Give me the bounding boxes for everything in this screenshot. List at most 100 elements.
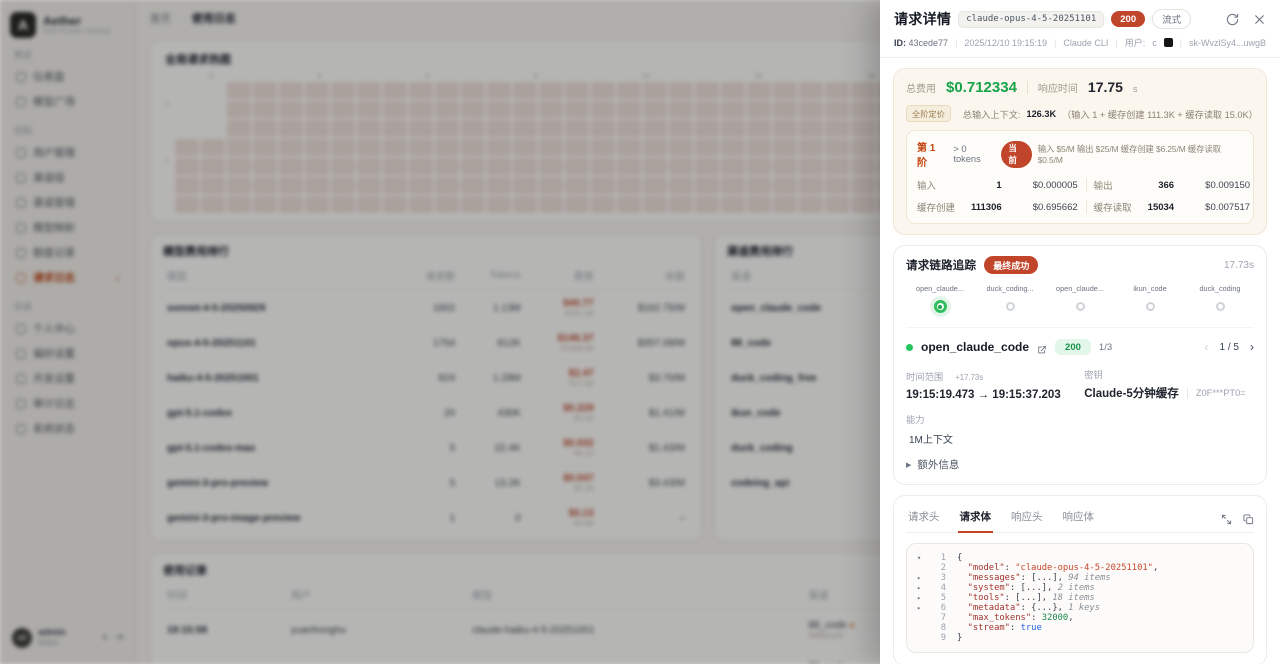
heatmap-cell [642,101,667,118]
token-count: 366 [1158,179,1175,191]
heatmap-cell [616,196,641,213]
heatmap-cell [798,139,823,156]
heatmap-cell [460,177,485,194]
table-row[interactable]: gpt-5.1-codex 20 430K $0.229 ¥1.64 $1.41/M [163,395,689,431]
extra-info-toggle[interactable]: ▶ 额外信息 [906,457,1254,472]
sidebar-item-开发设置[interactable]: 开发设置› [10,366,125,391]
channel-name-cell: open_claude_code [727,290,894,326]
close-icon[interactable] [1253,13,1266,26]
collapse-icon[interactable]: ▾ [917,554,922,562]
heatmap-cell [486,101,511,118]
brand-logo: A [10,12,36,38]
expand-icon[interactable] [1221,512,1232,524]
column-header: 渠道 [727,261,894,291]
sidebar-item-额度记录[interactable]: 额度记录› [10,240,125,265]
expand-node-icon[interactable]: ▸ [917,604,922,612]
copy-icon[interactable] [1243,512,1254,524]
sidebar-item-icon [16,423,26,434]
total-cost-value: $0.712334 [946,79,1017,96]
idle-node-icon [1145,302,1155,311]
heatmap-cell [746,120,771,137]
tab-请求头[interactable]: 请求头 [908,511,940,523]
sidebar-item-审计日志[interactable]: 审计日志› [10,391,125,416]
sidebar-item-请求日志[interactable]: 请求日志 › [10,265,125,290]
heatmap-cell [434,120,459,137]
tab-响应头[interactable]: 响应头 [1011,511,1043,523]
heatmap-col-label: 12 [641,71,651,80]
trace-node-ikun_code[interactable]: ikun_code [1119,284,1181,313]
sidebar-item-渠道管理[interactable]: 渠道管理› [10,190,125,215]
expand-node-icon[interactable]: ▸ [917,574,922,582]
heatmap-cell [694,177,719,194]
pager-next-icon[interactable]: › [1250,340,1254,354]
sidebar-item-仪表盘[interactable]: 仪表盘› [10,64,125,89]
table-row[interactable]: sonnet-4-5-20250929 1602 1.13M $40.77 ¥291.9… [163,290,689,326]
table-row[interactable]: opus-4-5-20251101 1754 812K $146.37 ¥1048.06… [163,325,689,361]
sidebar-item-用户管理[interactable]: 用户管理› [10,140,125,165]
heatmap-cell [642,196,667,213]
sidebar-user[interactable]: ad admin 管理员 ◐ ⇥ [10,624,125,652]
token-count: 15034 [1147,201,1175,213]
code-token: 18 items [1052,593,1095,603]
sidebar-item-偏好设置[interactable]: 偏好设置› [10,341,125,366]
heatmap-cell [564,177,589,194]
heatmap-cell [824,82,849,99]
table-row[interactable]: haiku-4-5-20251001 824 1.28M $2.47 ¥17.69 $3.… [163,360,689,396]
channel-name-cell: ikun_code [727,395,894,431]
sidebar-item-个人中心[interactable]: 个人中心› [10,316,125,341]
request-count-cell: 1 [396,500,460,536]
theme-icon[interactable]: ◐ [102,632,109,644]
trace-node-duck_coding[interactable]: duck_coding [1189,284,1251,313]
sidebar-item-模型映射[interactable]: 模型映射› [10,215,125,240]
request-count-cell: 5 [396,465,460,501]
rate-cell: – [597,500,689,536]
external-link-icon[interactable] [1037,342,1047,354]
table-row[interactable]: gpt-5.1-codex-max 5 22.4K $0.032 ¥0.23 $1.43/… [163,430,689,466]
heatmap-cell [720,196,745,213]
heatmap-cell [798,120,823,137]
refresh-icon[interactable] [1226,13,1239,26]
context-total: 126.3K [1026,108,1057,119]
tokens-cell: 0 [459,500,525,536]
heatmap-cell [382,120,407,137]
channel-name-cell: duck_coding [727,430,894,466]
heatmap-cell [330,139,355,156]
fee-cell: $146.37 ¥1048.06 [524,325,598,361]
sidebar-item-渠道组[interactable]: 渠道组› [10,165,125,190]
user-label: 用户: [1124,38,1146,48]
expand-node-icon[interactable]: ▸ [917,584,922,592]
sidebar-group-label: 系统 [14,302,33,312]
request-count-cell: 1602 [396,290,460,326]
rate-cell: $1.43/M [597,430,689,466]
sidebar-item-模型广场[interactable]: 模型广场› [10,89,125,114]
trace-card: 请求链路追踪 最终成功 17.73s open_claude... duck_co… [893,245,1267,485]
logout-icon[interactable]: ⇥ [114,632,123,644]
heatmap-cell [486,139,511,156]
trace-node-duck_coding[interactable]: duck_coding... [979,284,1041,313]
table-row[interactable]: gemini-3-pro-image-preview 1 0 $0.13 ¥0.96– [163,500,689,536]
json-viewer: ▾ 1 {2 "model": "claude-opus-4-5-20251101"… [906,543,1254,653]
capability-value: 1M上下文 [909,435,953,446]
trace-node-open_claude[interactable]: open_claude... [1049,284,1111,313]
code-token [957,623,968,633]
tab-请求体[interactable]: 请求体 [957,502,993,533]
sidebar-item-icon [16,222,26,233]
table-row[interactable]: gemini-3-pro-preview 5 13.2K $0.047 ¥0.34 $3.… [163,465,689,501]
heatmap-cell [200,158,225,175]
fire-icon: ● [847,661,854,664]
breadcrumb-home[interactable]: 首页 [150,12,171,25]
trace-node-open_claude[interactable]: open_claude... [909,284,971,313]
sidebar-item-系统状态[interactable]: 系统状态› [10,416,125,441]
heatmap-cell [668,101,693,118]
expand-node-icon[interactable]: ▸ [917,594,922,602]
heatmap-cell [746,101,771,118]
user-role: 管理员 [38,640,59,647]
pager-prev-icon[interactable]: ‹ [1204,340,1209,354]
heatmap-cell [434,139,459,156]
heatmap-cell [564,196,589,213]
heatmap-cell [694,158,719,175]
heatmap-cell [382,196,407,213]
tab-响应体[interactable]: 响应体 [1062,511,1095,523]
line-number: 8 [940,623,946,633]
code-token: 94 items [1068,573,1111,583]
